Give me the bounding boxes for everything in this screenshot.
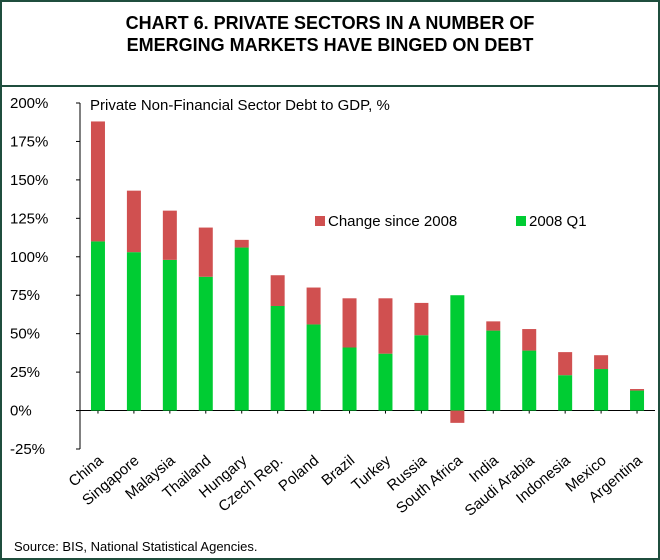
bar-change-since-2008 xyxy=(342,298,357,348)
bar-change-since-2008 xyxy=(450,410,465,423)
bar-2008-q1 xyxy=(378,353,393,411)
bar-change-since-2008 xyxy=(234,239,249,248)
y-tick-label: 50% xyxy=(10,326,40,343)
bar-2008-q1 xyxy=(558,375,573,411)
bar-2008-q1 xyxy=(90,241,105,411)
bar-change-since-2008 xyxy=(558,352,573,376)
y-tick-label: 25% xyxy=(10,364,40,381)
bar-change-since-2008 xyxy=(486,321,501,331)
source-note: Source: BIS, National Statistical Agenci… xyxy=(14,539,258,554)
bar-2008-q1 xyxy=(198,276,213,411)
bar-change-since-2008 xyxy=(630,389,645,391)
bar-change-since-2008 xyxy=(126,190,141,253)
bar-2008-q1 xyxy=(126,252,141,411)
x-tick-labels: ChinaSingaporeMalaysiaThailandHungaryCze… xyxy=(66,452,647,520)
legend: Change since 2008 2008 Q1 xyxy=(315,213,587,230)
bar-2008-q1 xyxy=(342,347,357,411)
bar-change-since-2008 xyxy=(198,227,213,277)
bar-change-since-2008 xyxy=(270,275,285,306)
y-tick-label: 150% xyxy=(10,172,48,189)
bar-2008-q1 xyxy=(270,305,285,411)
bar-change-since-2008 xyxy=(414,302,429,336)
bar-2008-q1 xyxy=(594,369,609,411)
x-tick-label: Poland xyxy=(275,452,322,495)
bar-change-since-2008 xyxy=(90,121,105,242)
y-tick-label: 0% xyxy=(10,403,32,420)
chart-subtitle: Private Non-Financial Sector Debt to GDP… xyxy=(90,97,390,114)
bar-2008-q1 xyxy=(414,335,429,411)
title-divider xyxy=(2,85,658,87)
bar-change-since-2008 xyxy=(306,287,321,325)
y-tick-label: -25% xyxy=(10,441,45,458)
bar-change-since-2008 xyxy=(594,355,609,370)
bar-2008-q1 xyxy=(162,259,177,411)
bar-2008-q1 xyxy=(450,295,465,411)
bar-2008-q1 xyxy=(234,247,249,411)
chart-title-line2: EMERGING MARKETS HAVE BINGED ON DEBT xyxy=(126,35,534,55)
chart-title: CHART 6. PRIVATE SECTORS IN A NUMBER OF … xyxy=(2,12,658,56)
bar-2008-q1 xyxy=(306,324,321,411)
bar-2008-q1 xyxy=(630,390,645,411)
y-tick-label: 75% xyxy=(10,287,40,304)
legend-swatch xyxy=(516,216,526,226)
bars xyxy=(90,121,645,423)
bar-change-since-2008 xyxy=(378,298,393,354)
chart-title-line1: CHART 6. PRIVATE SECTORS IN A NUMBER OF xyxy=(125,13,535,33)
legend-label: Change since 2008 xyxy=(328,213,457,230)
legend-label: 2008 Q1 xyxy=(529,213,587,230)
bar-2008-q1 xyxy=(522,350,537,411)
y-tick-label: 125% xyxy=(10,210,48,227)
bar-change-since-2008 xyxy=(162,210,177,260)
y-tick-label: 200% xyxy=(10,95,48,112)
x-tick-label: Turkey xyxy=(348,452,394,494)
bar-2008-q1 xyxy=(486,330,501,411)
axes: -25% 0% 25% 50% 75% 100% 125% 150% 175% 200% xyxy=(10,95,655,458)
bar-change-since-2008 xyxy=(522,329,537,351)
y-tick-label: 100% xyxy=(10,249,48,266)
legend-swatch xyxy=(315,216,325,226)
y-tick-label: 175% xyxy=(10,133,48,150)
